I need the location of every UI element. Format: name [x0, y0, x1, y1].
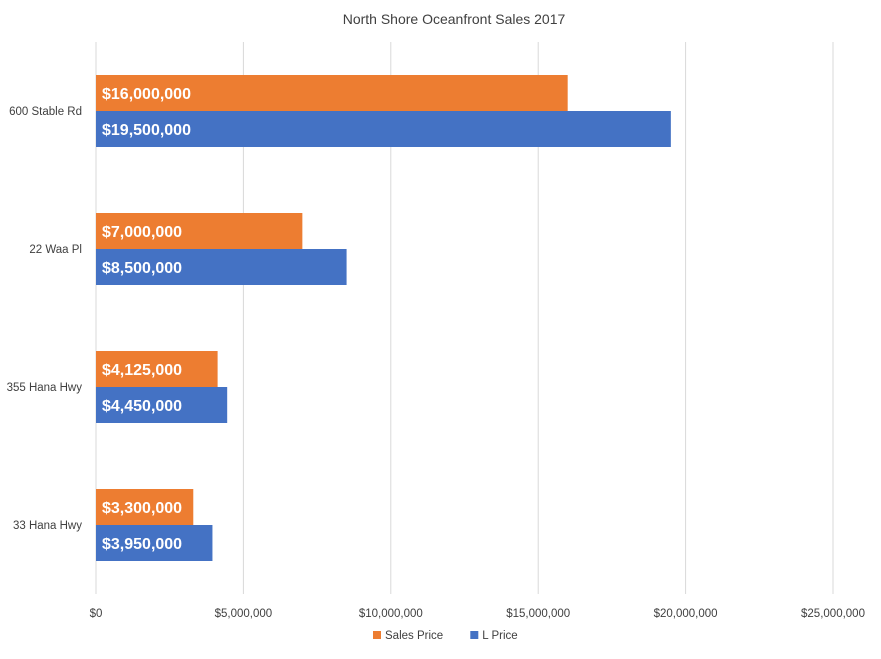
bar — [96, 249, 347, 285]
bar — [96, 387, 228, 423]
y-category-label: 22 Waa Pl — [29, 244, 82, 256]
bar-value-label: $16,000,000 — [102, 86, 191, 103]
bar — [96, 75, 568, 111]
x-tick-label: $0 — [90, 608, 103, 620]
bar-value-label: $3,300,000 — [102, 500, 182, 517]
axes: $0 $5,000,000 $10,000,000 $15,000,000 $20,00… — [7, 106, 865, 620]
bar — [96, 111, 671, 147]
legend-label: Sales Price — [385, 630, 443, 642]
x-tick-label: $25,000,000 — [801, 608, 865, 620]
y-category-label: 355 Hana Hwy — [7, 382, 83, 394]
bar-value-label: $19,500,000 — [102, 122, 191, 139]
y-category-label: 33 Hana Hwy — [13, 520, 82, 532]
y-category-label: 600 Stable Rd — [9, 106, 82, 118]
bar-value-label: $7,000,000 — [102, 224, 182, 241]
bar — [96, 213, 303, 249]
x-tick-label: $10,000,000 — [359, 608, 423, 620]
x-tick-label: $5,000,000 — [215, 608, 273, 620]
bar — [96, 489, 194, 525]
legend: Sales Price L Price — [373, 630, 518, 642]
x-tick-label: $20,000,000 — [654, 608, 718, 620]
bar-labels: $16,000,000 $19,500,000 $7,000,000 $8,500,0… — [102, 86, 191, 553]
bar — [96, 351, 218, 387]
legend-label: L Price — [482, 630, 517, 642]
bar — [96, 525, 213, 561]
bar-value-label: $4,450,000 — [102, 398, 182, 415]
chart-title: North Shore Oceanfront Sales 2017 — [343, 11, 566, 27]
bar-value-label: $4,125,000 — [102, 362, 182, 379]
legend-swatch — [373, 631, 381, 639]
legend-swatch — [470, 631, 479, 639]
bar-value-label: $3,950,000 — [102, 536, 182, 553]
bar-value-label: $8,500,000 — [102, 260, 182, 277]
x-tick-label: $15,000,000 — [506, 608, 570, 620]
bars — [96, 75, 671, 561]
